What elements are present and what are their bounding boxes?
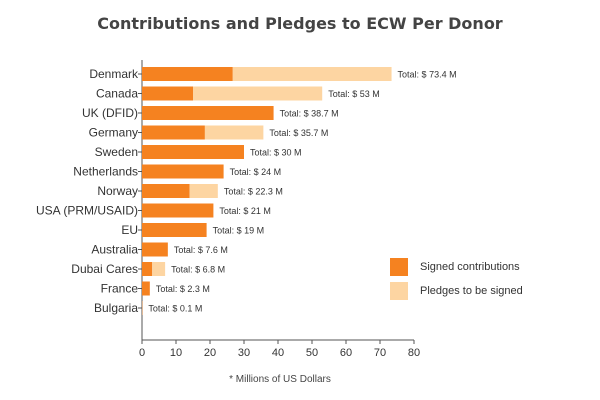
- footnote: * Millions of US Dollars: [229, 374, 331, 385]
- bar-france-signed: [142, 281, 150, 296]
- chart-title: Contributions and Pledges to ECW Per Don…: [97, 14, 503, 33]
- legend-item-pledges: Pledges to be signed: [390, 282, 523, 300]
- x-tick-label-10: 10: [170, 347, 182, 359]
- x-tick-label-50: 50: [306, 347, 318, 359]
- total-label-bulgaria: Total: $ 0.1 M: [148, 304, 202, 314]
- x-tick-label-40: 40: [272, 347, 284, 359]
- category-label-uk-dfid: UK (DFID): [82, 106, 138, 120]
- legend-swatch-pledges: [390, 282, 408, 300]
- category-label-dubai-cares: Dubai Cares: [71, 262, 138, 276]
- x-tick-label-60: 60: [340, 347, 352, 359]
- total-label-denmark: Total: $ 73.4 M: [398, 70, 457, 80]
- category-label-sweden: Sweden: [95, 145, 138, 159]
- total-label-canada: Total: $ 53 M: [328, 89, 380, 99]
- category-label-bulgaria: Bulgaria: [94, 301, 138, 315]
- category-label-denmark: Denmark: [89, 67, 139, 81]
- x-tick-label-20: 20: [204, 347, 216, 359]
- total-label-france: Total: $ 2.3 M: [156, 284, 210, 294]
- legend-item-signed: Signed contributions: [390, 258, 520, 276]
- bar-germany-pledged: [204, 125, 264, 140]
- category-label-australia: Australia: [91, 243, 138, 257]
- bar-canada-pledged: [193, 86, 323, 101]
- bar-dubai-cares-pledged: [152, 262, 166, 276]
- bar-canada-signed: [142, 86, 193, 101]
- total-label-uk-dfid: Total: $ 38.7 M: [280, 109, 339, 119]
- bar-norway-pledged: [189, 184, 218, 198]
- bar-denmark-pledged: [232, 67, 392, 81]
- bar-germany-signed: [142, 125, 205, 140]
- x-tick-label-0: 0: [139, 347, 145, 359]
- total-label-usa-prm-usaid: Total: $ 21 M: [219, 206, 271, 216]
- category-label-usa-prm-usaid: USA (PRM/USAID): [36, 204, 138, 218]
- bar-usa-prm-usaid-signed: [142, 203, 214, 218]
- total-label-sweden: Total: $ 30 M: [250, 148, 302, 158]
- bar-netherlands-signed: [142, 164, 224, 179]
- legend-label-signed: Signed contributions: [420, 261, 520, 273]
- bar-norway-signed: [142, 184, 190, 198]
- category-label-netherlands: Netherlands: [73, 165, 138, 179]
- legend-label-pledges: Pledges to be signed: [420, 285, 523, 297]
- bar-eu-signed: [142, 223, 207, 237]
- total-label-norway: Total: $ 22.3 M: [224, 187, 283, 197]
- x-tick-label-30: 30: [238, 347, 250, 359]
- category-label-norway: Norway: [97, 184, 138, 198]
- x-tick-label-70: 70: [374, 347, 386, 359]
- bar-dubai-cares-signed: [142, 262, 153, 276]
- category-label-eu: EU: [121, 223, 138, 237]
- bar-uk-dfid-signed: [142, 106, 274, 120]
- category-label-germany: Germany: [89, 126, 138, 140]
- bar-sweden-signed: [142, 145, 244, 159]
- total-label-australia: Total: $ 7.6 M: [174, 245, 228, 255]
- category-label-france: France: [101, 282, 139, 296]
- legend-swatch-signed: [390, 258, 408, 276]
- bar-denmark-signed: [142, 67, 233, 81]
- total-label-netherlands: Total: $ 24 M: [230, 167, 282, 177]
- total-label-eu: Total: $ 19 M: [213, 226, 265, 236]
- category-label-canada: Canada: [96, 87, 138, 101]
- total-label-germany: Total: $ 35.7 M: [269, 128, 328, 138]
- bar-australia-signed: [142, 242, 168, 257]
- x-tick-label-80: 80: [408, 347, 420, 359]
- total-label-dubai-cares: Total: $ 6.8 M: [171, 265, 225, 275]
